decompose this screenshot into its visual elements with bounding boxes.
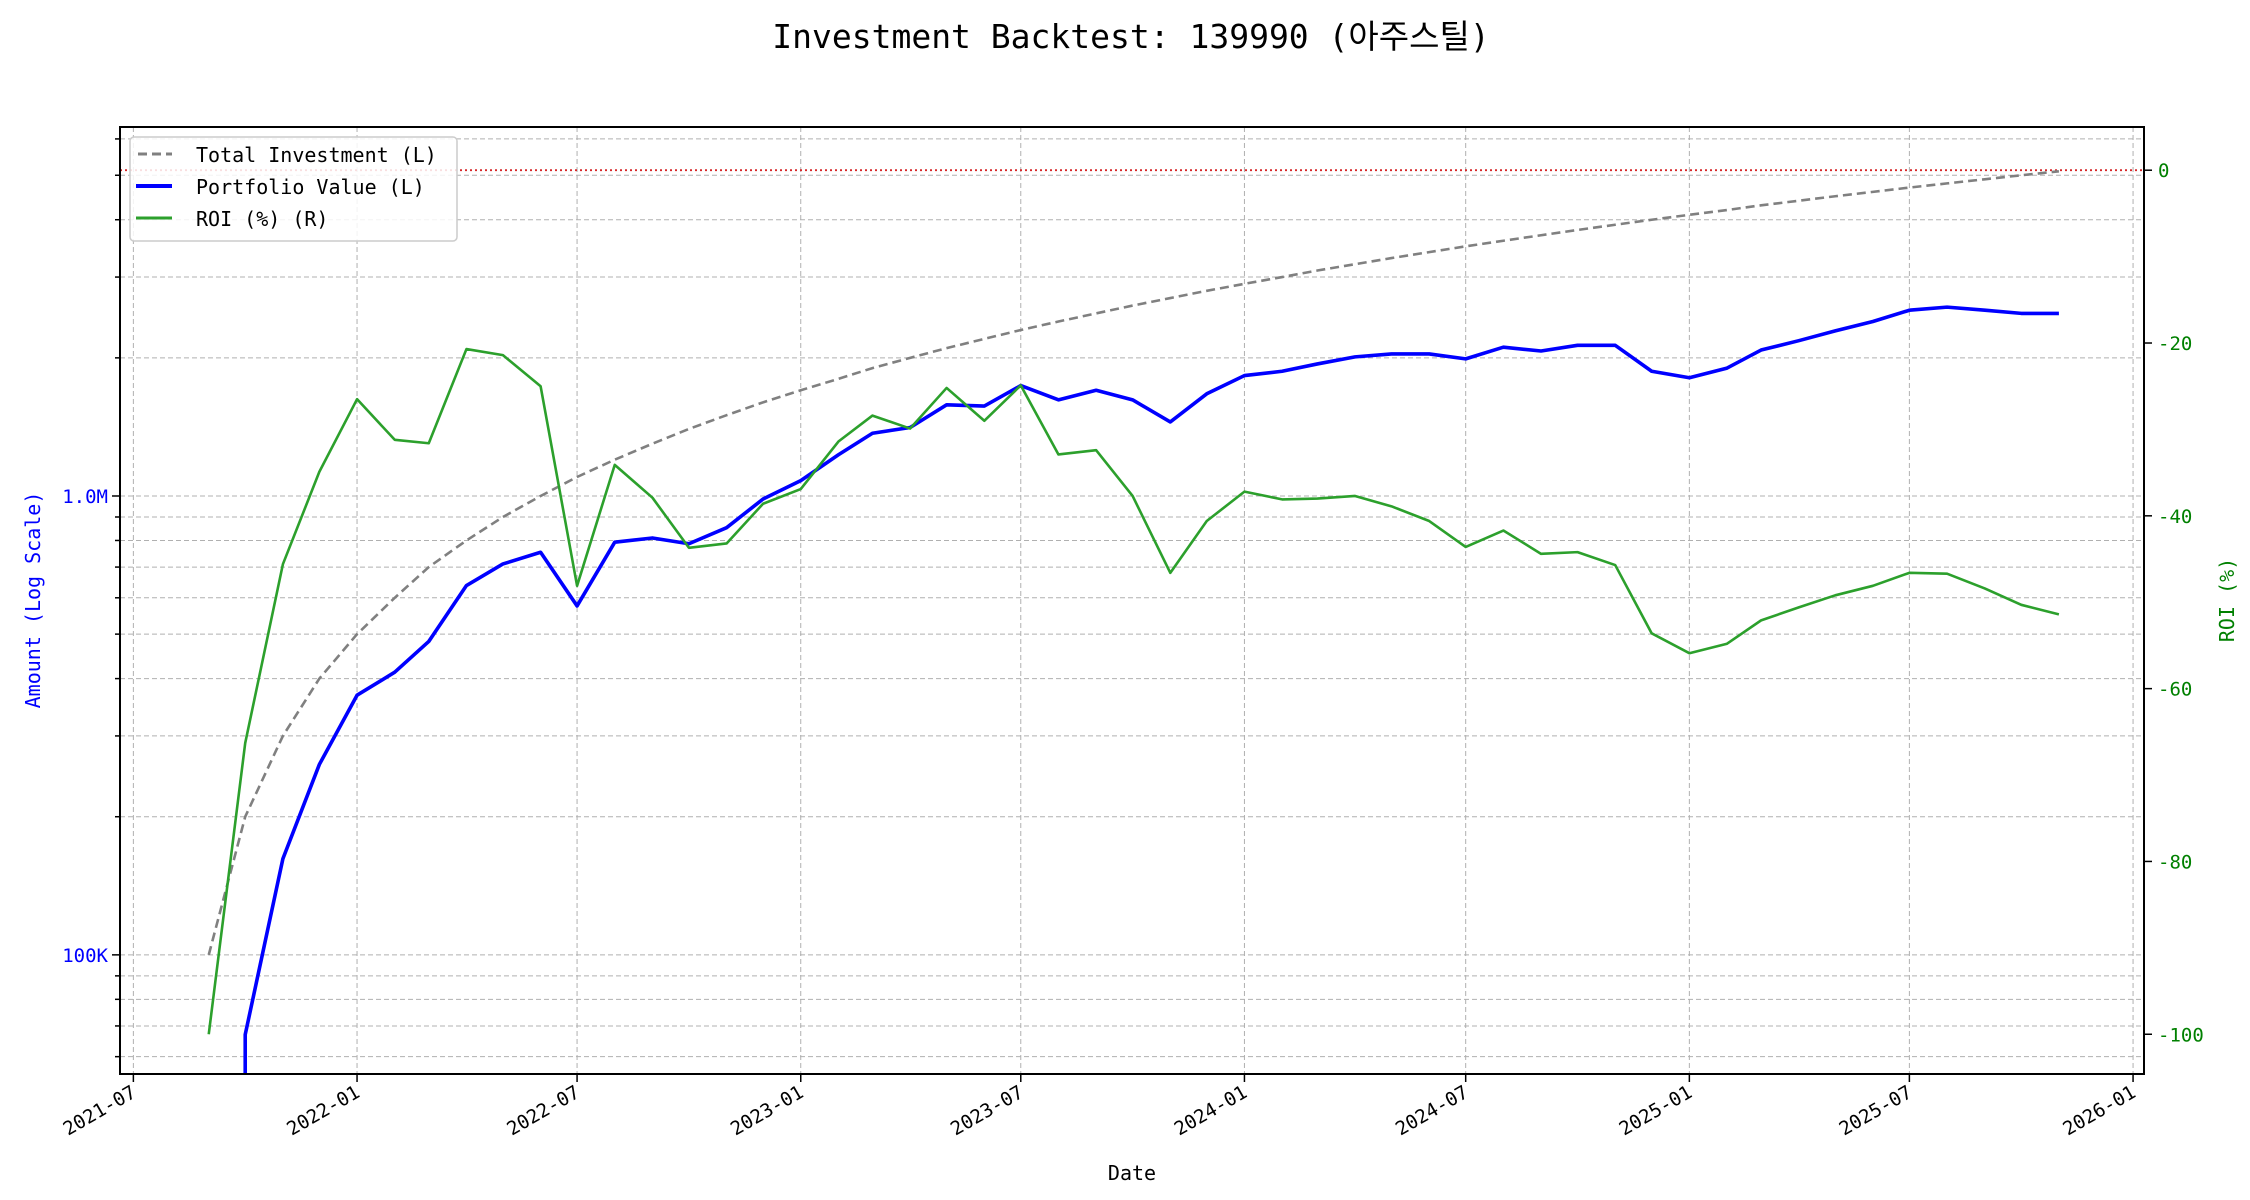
right-y-tick-label: -80 (2158, 851, 2192, 873)
right-y-tick-label: 0 (2158, 160, 2169, 182)
right-y-tick-label: -40 (2158, 506, 2192, 528)
legend-label-investment: Total Investment (L) (196, 143, 437, 167)
right-y-tick-label: -100 (2158, 1024, 2204, 1046)
total-investment-line (207, 170, 2060, 956)
x-tick-label: 2024-01 (1171, 1081, 1251, 1140)
x-tick-label: 2022-01 (283, 1081, 363, 1140)
left-y-axis-label: Amount (Log Scale) (21, 492, 45, 709)
x-tick-label: 2023-01 (727, 1081, 807, 1140)
legend-label-roi: ROI (%) (R) (196, 207, 328, 231)
x-tick-label: 2023-07 (947, 1081, 1027, 1140)
x-axis: 2021-07 2022-01 2022-07 2023-01 2023-07 2024-… (60, 1074, 2140, 1140)
x-tick-label: 2024-07 (1392, 1081, 1472, 1140)
roi-line (207, 347, 2060, 1035)
right-y-tick-label: -20 (2158, 333, 2192, 355)
x-tick-label: 2022-07 (503, 1081, 583, 1140)
x-tick-label: 2025-07 (1836, 1081, 1916, 1140)
chart-title: Investment Backtest: 139990 (아주스틸) (772, 17, 1489, 56)
left-y-tick-label: 1.0M (62, 486, 108, 508)
left-y-axis: 100K 1.0M (62, 138, 120, 1058)
x-tick-label: 2025-01 (1616, 1081, 1696, 1140)
x-tick-label: 2026-01 (2059, 1081, 2139, 1140)
legend-box (129, 136, 458, 242)
right-y-tick-label: -60 (2158, 679, 2192, 701)
grid (120, 127, 2144, 1074)
plot-area (120, 169, 2144, 1074)
axes-frame (119, 126, 2145, 1075)
legend-label-portfolio: Portfolio Value (L) (196, 175, 425, 199)
right-y-axis: 0 -20 -40 -60 -80 -100 (2144, 160, 2204, 1046)
legend: Total Investment (L) Portfolio Value (L)… (129, 136, 458, 242)
right-y-axis-label: ROI (%) (2215, 558, 2239, 642)
left-y-tick-label: 100K (62, 945, 108, 967)
portfolio-value-line (243, 305, 2059, 1074)
x-axis-label: Date (1108, 1161, 1156, 1185)
x-tick-label: 2021-07 (60, 1081, 140, 1140)
